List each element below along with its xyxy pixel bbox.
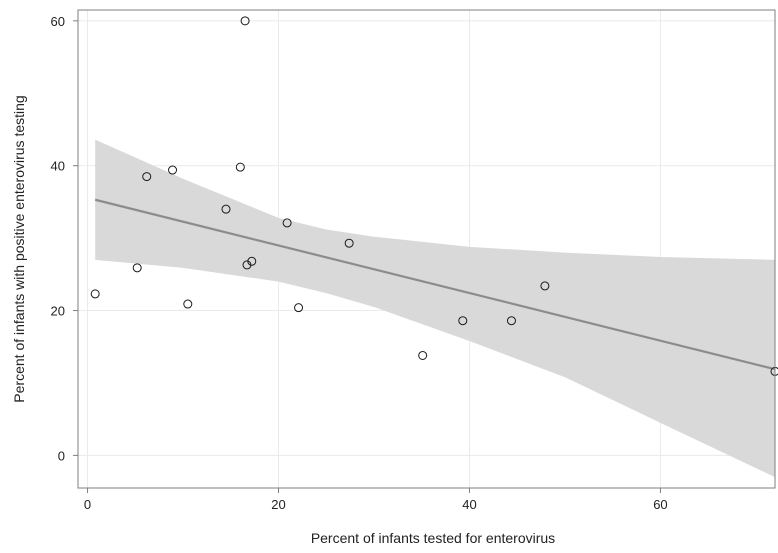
y-tick-label: 40 <box>51 159 65 174</box>
data-point <box>221 204 231 214</box>
y-tick-label: 0 <box>58 448 65 463</box>
data-point <box>506 316 516 326</box>
data-point <box>142 172 152 182</box>
y-tick-label: 20 <box>51 304 65 319</box>
data-points-layer <box>90 16 778 376</box>
axis-layer: 0 20 40 60 0 20 40 60 <box>51 14 668 512</box>
data-point <box>240 16 250 26</box>
data-point <box>235 162 245 172</box>
x-tick-label: 20 <box>271 497 285 512</box>
fit-line <box>94 198 776 371</box>
y-axis-title: Percent of infants with positive enterov… <box>11 95 27 402</box>
fit-line-layer <box>94 198 776 371</box>
data-point <box>294 303 304 313</box>
confidence-band-layer <box>95 139 776 478</box>
data-point <box>90 289 100 299</box>
plot-frame <box>77 9 776 489</box>
confidence-band <box>95 139 776 478</box>
x-axis-title: Percent of infants tested for enteroviru… <box>311 530 555 546</box>
x-tick-label: 60 <box>653 497 667 512</box>
data-point <box>247 256 257 266</box>
x-tick-label: 0 <box>84 497 91 512</box>
y-tick-label: 60 <box>51 14 65 29</box>
data-point <box>344 238 354 248</box>
data-point <box>132 263 142 273</box>
data-point <box>282 218 292 228</box>
data-point <box>418 350 428 360</box>
data-point <box>168 165 178 175</box>
x-tick-label: 40 <box>462 497 476 512</box>
data-point <box>540 281 550 291</box>
data-point <box>458 316 468 326</box>
data-point <box>183 299 193 309</box>
